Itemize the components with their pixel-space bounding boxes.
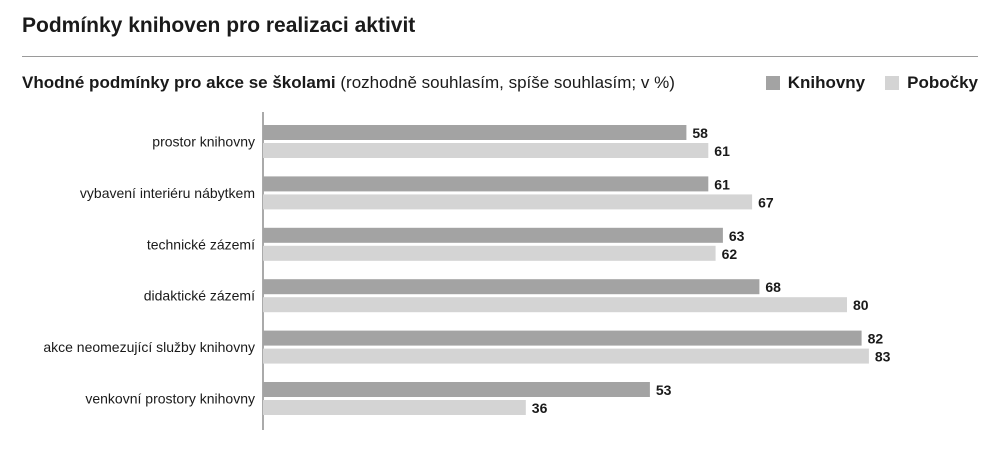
category-label: didaktické zázemí xyxy=(144,288,255,304)
bar-pobocky xyxy=(263,245,716,261)
data-label: 82 xyxy=(868,331,884,347)
legend: Knihovny Pobočky xyxy=(746,73,978,93)
legend-item-pobocky: Pobočky xyxy=(885,73,978,93)
legend-swatch-knihovny xyxy=(765,76,780,90)
bar-pobocky xyxy=(263,348,869,364)
bar-knihovny xyxy=(263,330,862,346)
data-label: 61 xyxy=(714,143,730,159)
bar-pobocky xyxy=(263,194,753,210)
data-label: 62 xyxy=(722,246,738,262)
bar-knihovny xyxy=(263,125,687,140)
legend-item-knihovny: Knihovny xyxy=(765,73,866,93)
data-label: 53 xyxy=(656,382,672,398)
chart-title: Podmínky knihoven pro realizaci aktivit xyxy=(22,14,416,37)
bar-pobocky xyxy=(263,297,847,313)
data-label: 67 xyxy=(758,194,774,210)
data-label: 63 xyxy=(729,228,745,244)
chart-subtitle: Vhodné podmínky pro akce se školami (roz… xyxy=(22,73,675,93)
data-label: 58 xyxy=(692,125,708,141)
category-label: venkovní prostory knihovny xyxy=(85,391,255,407)
bar-knihovny xyxy=(263,382,650,397)
category-label: vybavení interiéru nábytkem xyxy=(80,185,255,201)
title-divider xyxy=(22,56,978,57)
bar-knihovny xyxy=(263,176,709,192)
bar-pobocky xyxy=(263,143,709,158)
data-label: 80 xyxy=(853,297,869,313)
subtitle-note: (rozhodně souhlasím, spíše souhlasím; v … xyxy=(335,73,675,92)
legend-label-pobocky: Pobočky xyxy=(907,73,978,92)
category-label: akce neomezující služby knihovny xyxy=(43,339,255,355)
subtitle-bold: Vhodné podmínky pro akce se školami xyxy=(22,73,336,92)
data-label: 83 xyxy=(875,349,891,365)
data-label: 68 xyxy=(765,279,781,295)
bar-knihovny xyxy=(263,279,760,295)
bar-knihovny xyxy=(263,227,723,243)
category-label: prostor knihovny xyxy=(152,134,255,150)
bar-pobocky xyxy=(263,400,526,415)
legend-label-knihovny: Knihovny xyxy=(787,73,866,92)
data-label: 36 xyxy=(532,400,548,416)
data-label: 61 xyxy=(714,176,730,192)
category-label: technické zázemí xyxy=(147,236,255,252)
legend-swatch-pobocky xyxy=(885,76,900,90)
